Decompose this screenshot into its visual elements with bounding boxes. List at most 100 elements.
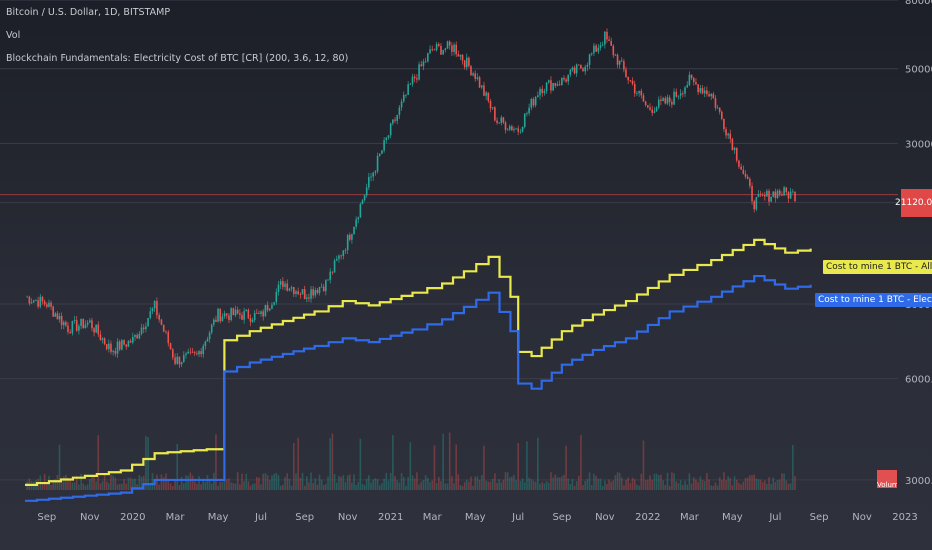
volume-bar [770,483,772,490]
volume-bar [176,443,179,490]
symbol-legend[interactable]: Bitcoin / U.S. Dollar, 1D, BITSTAMP [6,7,171,18]
volume-legend[interactable]: Vol [6,30,21,41]
candle-body [660,99,662,102]
volume-bar [742,481,745,490]
volume-bar [223,479,226,490]
volume-bar [684,480,686,490]
volume-bar [787,483,790,490]
volume-bar [781,473,783,490]
candle-body [718,107,721,112]
candle-body [189,351,192,353]
volume-bar [80,473,82,490]
candle-body [738,160,740,167]
volume-bar [580,435,582,490]
volume-bar [264,473,267,490]
candle-body [610,40,612,46]
volume-bar [327,476,329,490]
volume-bar [697,482,699,490]
candle-body [99,334,102,340]
volume-bar [444,483,447,490]
candle-body [387,135,390,138]
volume-bar [374,478,377,490]
x-tick-label: May [465,512,486,523]
y-tick-label: 6000.00 [905,375,932,386]
candle-body [740,166,742,170]
volume-bar [333,474,336,490]
volume-bar [196,483,198,490]
candle-body [370,176,372,178]
candle-body [478,77,481,88]
volume-bar [537,437,539,490]
candle-body [172,349,174,358]
volume-bar [50,485,52,490]
volume-bar [383,478,385,490]
volume-bar [476,476,479,490]
volume-bar [41,482,44,490]
candle-body [153,301,156,309]
volume-bar [191,475,194,490]
candle-body [706,90,708,95]
volume-bar [93,476,95,490]
candle-body [429,49,431,54]
volume-bar [740,484,742,490]
volume-bar [573,485,576,490]
indicator-legend[interactable]: Blockchain Fundamentals: Electricity Cos… [6,53,349,64]
volume-bar [316,484,319,490]
volume-bar [478,479,481,490]
candle-body [400,101,403,108]
volume-bar [465,479,468,490]
volume-bar [463,482,466,490]
candle-body [794,191,796,202]
candle-body [253,312,256,321]
volume-bar [554,474,557,490]
volume-bar [763,480,766,490]
volume-bar [200,484,202,490]
candle-body [461,54,464,61]
candle-body [118,341,121,350]
volume-bar [584,480,586,490]
candle-body [342,250,345,257]
volume-bar [706,473,708,490]
candle-body [662,98,664,102]
candle-body [457,54,460,57]
candle-body [444,48,447,51]
volume-bar [655,473,658,490]
candle-body [550,80,552,91]
volume-bar [701,480,704,490]
candle-body [198,351,200,355]
candle-body [234,309,237,316]
volume-bar [519,480,522,490]
candle-body [787,192,790,199]
x-tick-label: 2023 [892,512,917,523]
candle-body [69,332,71,334]
volume-bar [129,477,132,490]
volume-bar [256,477,258,490]
volume-bar [794,476,796,490]
volume-bar [682,484,684,490]
candle-body [46,304,48,307]
candle-body [785,187,788,193]
volume-bar [688,473,691,490]
volume-bar [370,482,372,490]
volume-bar [485,480,487,490]
volume-bar [136,484,138,490]
candle-body [757,194,760,198]
volume-bar [103,473,106,490]
candle-body [614,54,617,56]
electric-only-tag: Cost to mine 1 BTC - Electric Only [815,293,932,307]
candle-body [206,339,209,342]
candle-body [260,311,262,314]
volume-bar [134,478,136,490]
candle-body [778,190,781,195]
volume-bar [387,480,390,490]
candle-body [116,341,119,354]
candle-body [127,340,130,347]
candle-body [394,119,396,121]
volume-bar [361,483,364,490]
candle-body [742,169,745,174]
volume-bar [692,477,695,490]
volume-bar [376,478,379,490]
volume-bar [140,476,143,490]
volume-bar [729,477,732,490]
